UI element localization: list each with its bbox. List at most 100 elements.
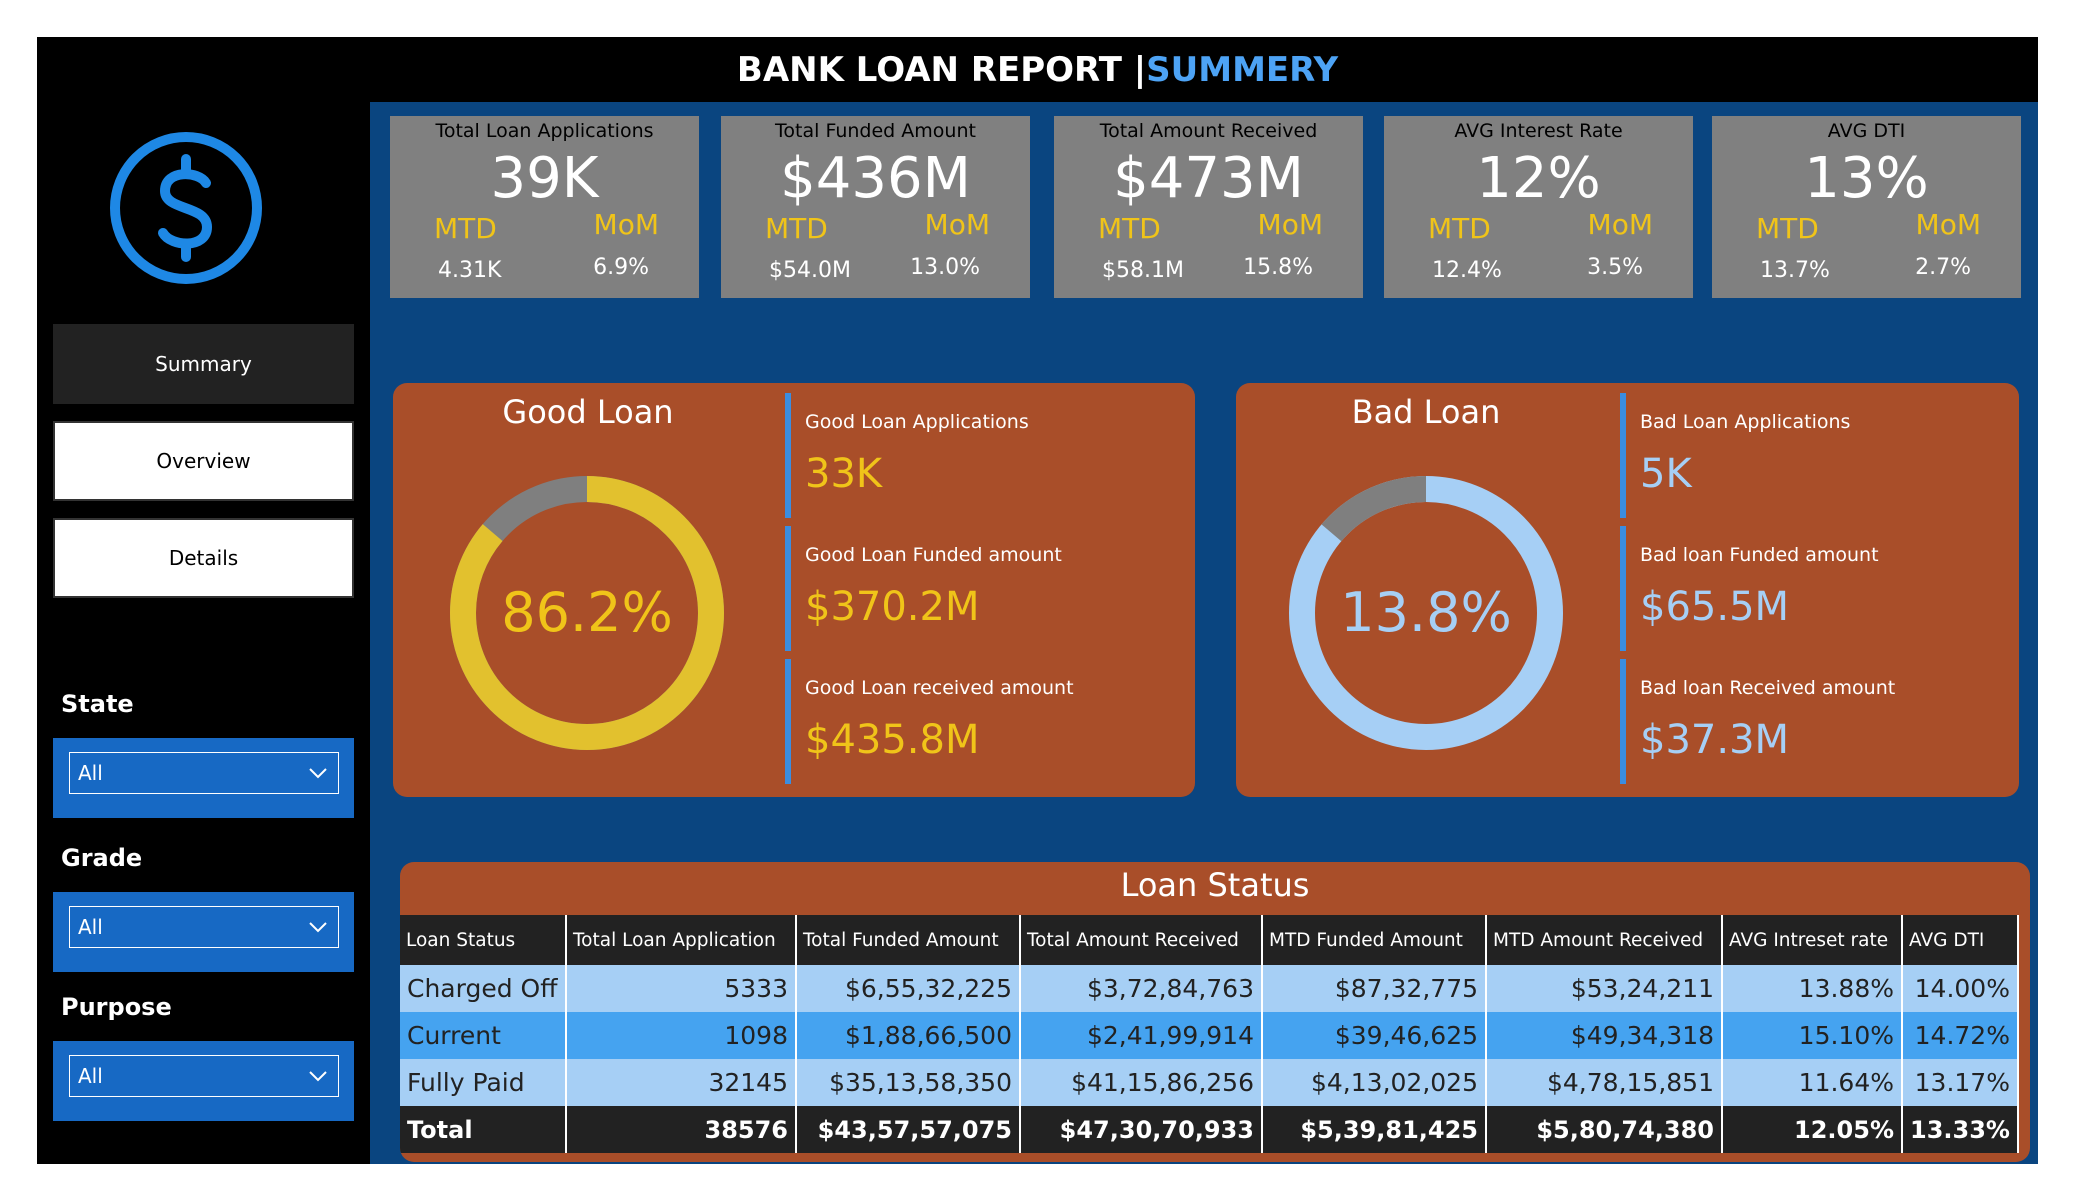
kpi-mtd-value: 4.31K <box>438 258 502 283</box>
kpi-mom-label: MoM <box>593 208 659 241</box>
dollar-circle-icon <box>110 132 262 284</box>
kpi-mtd-label: MTD <box>1098 212 1161 245</box>
stat-label: Bad loan Received amount <box>1640 677 1896 699</box>
loan-status-table: Loan Status Total Loan Application Total… <box>400 915 2019 1153</box>
table-total-row: Total 38576 $43,57,57,075 $47,30,70,933 … <box>400 1106 2019 1153</box>
good-loan-title: Good Loan <box>502 393 674 431</box>
column-header[interactable]: MTD Amount Received <box>1486 915 1723 965</box>
kpi-mtd-label: MTD <box>765 212 828 245</box>
chevron-down-icon <box>309 768 327 779</box>
kpi-mom-value: 2.7% <box>1915 255 1971 280</box>
purpose-filter: All <box>53 1041 354 1121</box>
kpi-mom-value: 15.8% <box>1243 255 1313 280</box>
stat-value: $37.3M <box>1640 717 1790 763</box>
table-cell: Fully Paid <box>400 1059 567 1106</box>
kpi-mtd-value: $54.0M <box>769 258 851 283</box>
column-header[interactable]: Total Funded Amount <box>796 915 1021 965</box>
table-cell: 32145 <box>566 1059 797 1106</box>
state-dropdown-value: All <box>78 761 103 785</box>
good-loan-received-stat: Good Loan received amount $435.8M <box>785 659 1074 784</box>
kpi-mom-label: MoM <box>924 208 990 241</box>
table-cell: $5,39,81,425 <box>1262 1106 1487 1153</box>
column-header[interactable]: AVG Intreset rate <box>1722 915 1903 965</box>
stat-value: 33K <box>805 451 883 497</box>
bad-loan-panel: Bad Loan 13.8% Bad Loan Applications 5K … <box>1236 383 2019 797</box>
kpi-mom-value: 3.5% <box>1587 255 1643 280</box>
table-row: Charged Off 5333 $6,55,32,225 $3,72,84,7… <box>400 965 2019 1012</box>
kpi-card-total-loan-applications: Total Loan Applications 39K MTD MoM 4.31… <box>390 116 699 298</box>
table-cell: 11.64% <box>1722 1059 1903 1106</box>
table-cell: $1,88,66,500 <box>796 1012 1021 1059</box>
stat-value: $65.5M <box>1640 584 1790 630</box>
kpi-mom-value: 6.9% <box>593 255 649 280</box>
bad-loan-donut: 13.8% <box>1289 476 1563 750</box>
stat-label: Good Loan Funded amount <box>805 544 1062 566</box>
main-content: Total Loan Applications 39K MTD MoM 4.31… <box>370 102 2038 1164</box>
kpi-mom-label: MoM <box>1257 208 1323 241</box>
kpi-title: Total Loan Applications <box>435 120 654 142</box>
kpi-value: 12% <box>1476 146 1601 211</box>
table-cell: $53,24,211 <box>1486 965 1723 1012</box>
bad-loan-title: Bad Loan <box>1351 393 1501 431</box>
kpi-card-total-funded-amount: Total Funded Amount $436M MTD MoM $54.0M… <box>721 116 1030 298</box>
kpi-title: AVG Interest Rate <box>1454 120 1623 142</box>
kpi-title: AVG DTI <box>1827 120 1906 142</box>
purpose-dropdown-value: All <box>78 1064 103 1088</box>
table-cell: 13.17% <box>1902 1059 2019 1106</box>
table-cell: $2,41,99,914 <box>1020 1012 1263 1059</box>
purpose-dropdown[interactable]: All <box>69 1055 339 1097</box>
bad-loan-funded-stat: Bad loan Funded amount $65.5M <box>1620 526 1879 651</box>
table-cell: Total <box>400 1106 567 1153</box>
nav-details-button[interactable]: Details <box>53 518 354 598</box>
table-cell: $39,46,625 <box>1262 1012 1487 1059</box>
kpi-value: 13% <box>1804 146 1929 211</box>
column-header[interactable]: MTD Funded Amount <box>1262 915 1487 965</box>
kpi-card-avg-interest-rate: AVG Interest Rate 12% MTD MoM 12.4% 3.5% <box>1384 116 1693 298</box>
table-cell: $4,13,02,025 <box>1262 1059 1487 1106</box>
bad-loan-applications-stat: Bad Loan Applications 5K <box>1620 393 1850 518</box>
nav-summary-button[interactable]: Summary <box>53 324 354 404</box>
loan-status-panel: Loan Status Loan Status Total Loan Appli… <box>400 862 2030 1162</box>
kpi-value: $473M <box>1113 146 1304 211</box>
dashboard-frame: BANK LOAN REPORT | SUMMERY Summary Overv… <box>37 37 2038 1164</box>
column-header[interactable]: Loan Status <box>400 915 567 965</box>
report-title-main: BANK LOAN REPORT | <box>736 49 1147 90</box>
report-title-accent: SUMMERY <box>1146 49 1339 90</box>
stat-value: $370.2M <box>805 584 980 630</box>
report-title: BANK LOAN REPORT | SUMMERY <box>37 37 2038 102</box>
nav-overview-button[interactable]: Overview <box>53 421 354 501</box>
table-cell: $43,57,57,075 <box>796 1106 1021 1153</box>
table-cell: 38576 <box>566 1106 797 1153</box>
column-header[interactable]: Total Loan Application <box>566 915 797 965</box>
kpi-mom-value: 13.0% <box>910 255 980 280</box>
table-cell: 15.10% <box>1722 1012 1903 1059</box>
state-dropdown[interactable]: All <box>69 752 339 794</box>
table-cell: $5,80,74,380 <box>1486 1106 1723 1153</box>
column-header[interactable]: Total Amount Received <box>1020 915 1263 965</box>
table-cell: $49,34,318 <box>1486 1012 1723 1059</box>
table-cell: 12.05% <box>1722 1106 1903 1153</box>
chevron-down-icon <box>309 1071 327 1082</box>
grade-dropdown[interactable]: All <box>69 906 339 948</box>
bad-loan-donut-arc <box>1289 476 1563 750</box>
chevron-down-icon <box>309 922 327 933</box>
grade-filter: All <box>53 892 354 972</box>
nav-summary-label: Summary <box>155 352 252 376</box>
table-cell: 1098 <box>566 1012 797 1059</box>
state-filter-label: State <box>61 690 134 718</box>
table-cell: $35,13,58,350 <box>796 1059 1021 1106</box>
table-cell: $87,32,775 <box>1262 965 1487 1012</box>
good-loan-funded-stat: Good Loan Funded amount $370.2M <box>785 526 1062 651</box>
sidebar: Summary Overview Details State All Grade… <box>37 102 370 1164</box>
kpi-title: Total Funded Amount <box>775 120 976 142</box>
stat-label: Bad loan Funded amount <box>1640 544 1879 566</box>
kpi-card-avg-dti: AVG DTI 13% MTD MoM 13.7% 2.7% <box>1712 116 2021 298</box>
table-cell: 13.88% <box>1722 965 1903 1012</box>
kpi-value: $436M <box>780 146 971 211</box>
column-header[interactable]: AVG DTI <box>1902 915 2019 965</box>
table-cell: 5333 <box>566 965 797 1012</box>
kpi-mtd-value: 13.7% <box>1760 258 1830 283</box>
kpi-mtd-label: MTD <box>1428 212 1491 245</box>
good-loan-applications-stat: Good Loan Applications 33K <box>785 393 1029 518</box>
stat-value: $435.8M <box>805 717 980 763</box>
